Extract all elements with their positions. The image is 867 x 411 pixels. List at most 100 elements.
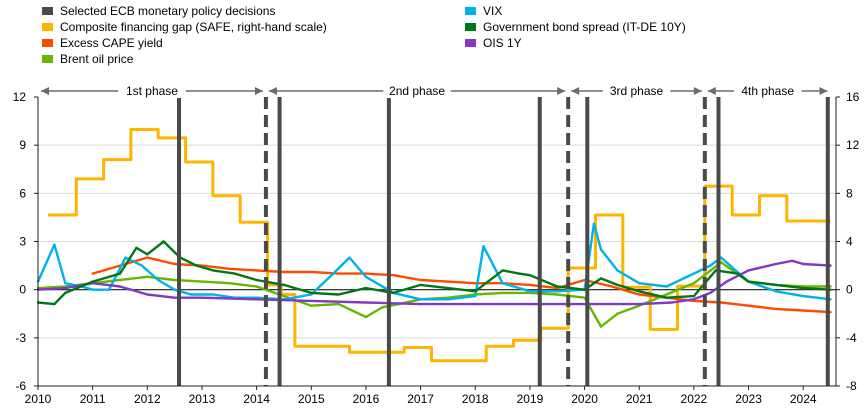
data-point bbox=[255, 278, 258, 282]
data-point bbox=[364, 275, 368, 279]
data-point bbox=[457, 359, 461, 362]
legend-swatch bbox=[465, 7, 476, 15]
phase-label: 2nd phase bbox=[389, 84, 445, 98]
y-tick-label-right: -4 bbox=[846, 331, 857, 345]
data-point bbox=[528, 274, 532, 277]
x-tick-label: 2016 bbox=[353, 392, 380, 406]
x-tick-label: 2021 bbox=[626, 392, 653, 406]
data-point bbox=[528, 290, 532, 293]
data-point bbox=[592, 222, 596, 226]
data-point bbox=[829, 264, 832, 267]
data-point bbox=[812, 219, 816, 223]
data-point bbox=[802, 294, 805, 298]
legend-swatch bbox=[42, 23, 53, 31]
legend-label: Government bond spread (IT-DE 10Y) bbox=[483, 20, 686, 34]
data-point bbox=[665, 296, 668, 299]
data-point bbox=[556, 293, 559, 296]
data-point bbox=[337, 302, 340, 306]
data-point bbox=[720, 301, 723, 304]
data-point bbox=[638, 282, 641, 285]
data-point bbox=[599, 325, 603, 328]
data-point bbox=[129, 128, 133, 131]
phase-label-bg bbox=[118, 82, 186, 98]
data-point bbox=[594, 213, 597, 217]
series-layer bbox=[36, 128, 832, 363]
data-point bbox=[337, 272, 340, 275]
phase-label: 1st phase bbox=[126, 84, 178, 98]
series-line bbox=[37, 259, 831, 306]
data-point bbox=[239, 221, 242, 224]
data-point bbox=[747, 280, 750, 283]
data-point bbox=[233, 272, 236, 275]
data-point bbox=[709, 291, 712, 295]
decision-layer bbox=[177, 97, 830, 386]
data-point bbox=[720, 261, 723, 264]
legend-label: VIX bbox=[483, 4, 502, 18]
y-tick-label-right: 16 bbox=[846, 90, 860, 104]
y-tick-label-left: -3 bbox=[15, 331, 26, 345]
data-point bbox=[419, 283, 422, 287]
data-point bbox=[310, 304, 313, 307]
data-point bbox=[747, 304, 750, 307]
data-point bbox=[638, 293, 641, 296]
data-point bbox=[785, 219, 789, 223]
series-line bbox=[36, 222, 831, 301]
x-tick-label: 2017 bbox=[407, 392, 434, 406]
data-point bbox=[211, 293, 215, 296]
data-point bbox=[638, 302, 641, 306]
data-point bbox=[474, 282, 477, 285]
data-point bbox=[173, 288, 176, 291]
data-point bbox=[75, 177, 78, 181]
phase-arrowhead-right bbox=[557, 87, 566, 95]
legend-swatch bbox=[465, 23, 476, 31]
data-point bbox=[725, 280, 728, 283]
data-point bbox=[829, 285, 832, 288]
data-point bbox=[47, 213, 51, 217]
phase-arrowhead-left bbox=[268, 87, 277, 95]
data-point bbox=[616, 283, 619, 287]
x-tick-label: 2019 bbox=[517, 392, 544, 406]
data-point bbox=[512, 339, 515, 342]
data-point bbox=[173, 296, 176, 299]
data-point bbox=[501, 291, 504, 295]
phase-label: 4th phase bbox=[741, 84, 794, 98]
data-point bbox=[282, 283, 286, 287]
data-point bbox=[501, 269, 504, 272]
data-point bbox=[419, 302, 422, 306]
data-point bbox=[228, 267, 231, 270]
data-point bbox=[730, 213, 734, 217]
y-tick-label-left: -6 bbox=[15, 379, 26, 393]
data-point bbox=[392, 274, 395, 277]
data-point bbox=[211, 269, 215, 272]
data-point bbox=[162, 240, 165, 243]
data-point bbox=[173, 278, 176, 282]
data-point bbox=[348, 351, 351, 354]
legend-label: OIS 1Y bbox=[483, 36, 522, 50]
y-tick-label-left: 12 bbox=[13, 90, 27, 104]
data-point bbox=[107, 288, 111, 291]
data-point bbox=[774, 290, 778, 293]
data-point bbox=[714, 269, 717, 272]
data-point bbox=[173, 262, 176, 266]
data-point bbox=[53, 243, 56, 246]
phase-label-bg bbox=[602, 82, 671, 98]
phase-label-bg bbox=[383, 82, 451, 98]
data-point bbox=[774, 307, 778, 311]
data-point bbox=[829, 288, 832, 291]
data-point bbox=[53, 302, 56, 306]
x-tick-label: 2018 bbox=[462, 392, 489, 406]
data-point bbox=[747, 269, 750, 272]
data-point bbox=[736, 272, 739, 275]
x-tick-label: 2015 bbox=[298, 392, 325, 406]
data-point bbox=[709, 264, 712, 267]
data-point bbox=[64, 282, 67, 285]
data-point bbox=[692, 298, 696, 301]
data-point bbox=[310, 291, 313, 295]
phase-arrowhead-left bbox=[707, 87, 716, 95]
data-point bbox=[146, 253, 149, 256]
data-point bbox=[670, 301, 674, 304]
data-point bbox=[474, 290, 477, 293]
data-point bbox=[310, 270, 313, 274]
data-point bbox=[583, 288, 586, 291]
data-point bbox=[310, 299, 313, 303]
